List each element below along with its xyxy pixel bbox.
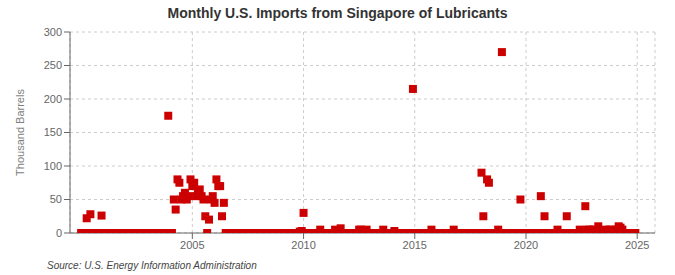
svg-text:100: 100 [44,160,62,172]
svg-text:300: 300 [44,26,62,38]
html-text:Monthly U.S. Imports from Sing: Monthly U.S. Imports from Singapore of L… [167,5,508,21]
svg-text:2005: 2005 [180,239,204,251]
svg-text:0: 0 [56,227,62,239]
svg-text:2010: 2010 [291,239,315,251]
html-text:Source: U.S. Energy Informatio: Source: U.S. Energy Information Administ… [47,260,257,271]
svg-text:50: 50 [50,193,62,205]
svg-text:200: 200 [44,93,62,105]
svg-text:2020: 2020 [514,239,538,251]
svg-text:2025: 2025 [625,239,649,251]
svg-text:Thousand Barrels: Thousand Barrels [14,89,26,176]
svg-text:250: 250 [44,59,62,71]
svg-text:150: 150 [44,126,62,138]
svg-text:2015: 2015 [403,239,427,251]
